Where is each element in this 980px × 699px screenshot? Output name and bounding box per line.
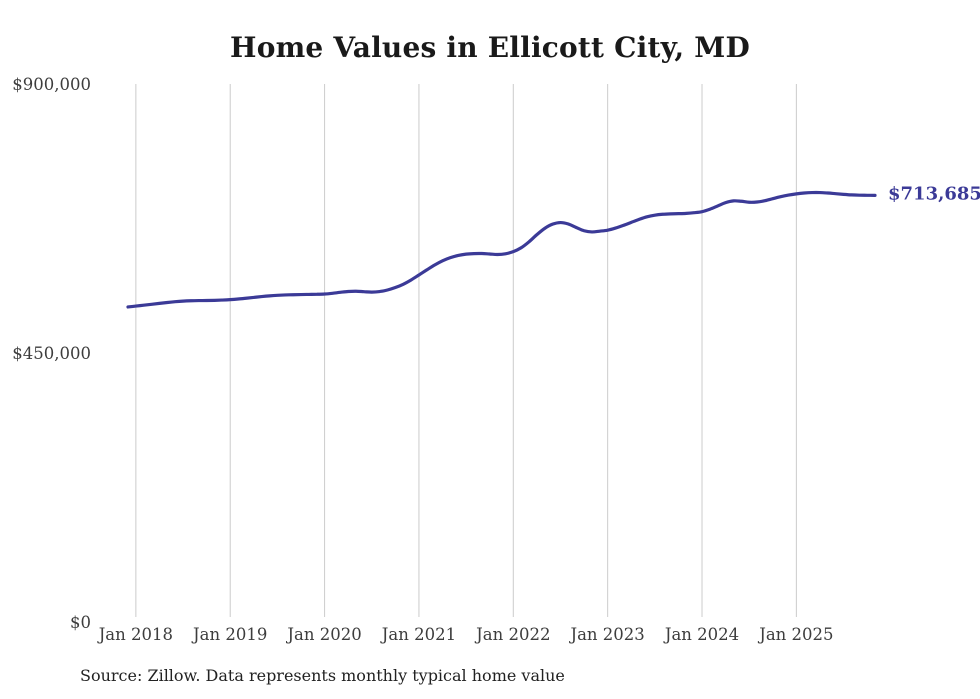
x-axis-tick-label: Jan 2018 <box>97 625 173 644</box>
x-axis-tick-label: Jan 2020 <box>285 625 361 644</box>
latest-value-label: $713,685 <box>888 183 980 204</box>
home-value-series-line <box>126 190 877 309</box>
source-note: Source: Zillow. Data represents monthly … <box>80 666 565 685</box>
y-axis-tick-label: $900,000 <box>12 75 91 94</box>
x-axis-tick-label: Jan 2019 <box>191 625 267 644</box>
y-axis-tick-label: $0 <box>70 613 91 632</box>
x-axis-tick-label: Jan 2021 <box>380 625 456 644</box>
x-axis-tick-label: Jan 2024 <box>663 625 739 644</box>
chart-title: Home Values in Ellicott City, MD <box>230 31 750 64</box>
x-axis-tick-label: Jan 2023 <box>568 625 644 644</box>
x-axis-tick-label: Jan 2022 <box>474 625 550 644</box>
x-axis-tick-label: Jan 2025 <box>757 625 833 644</box>
y-axis-tick-label: $450,000 <box>12 344 91 363</box>
